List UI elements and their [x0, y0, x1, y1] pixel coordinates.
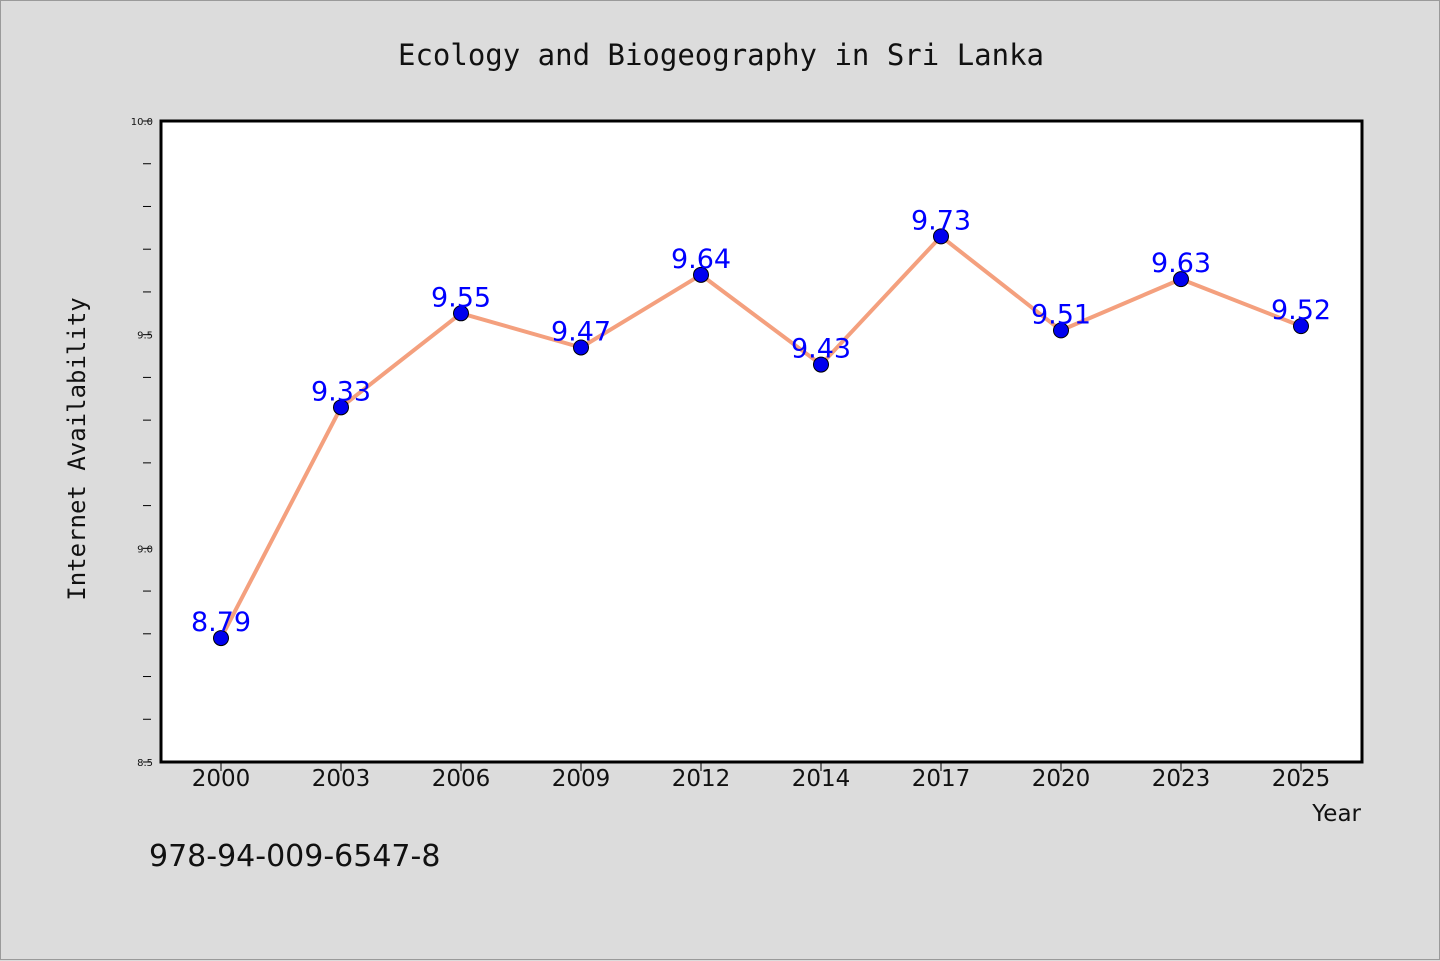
data-point [213, 630, 229, 647]
x-tick-label: 2014 [792, 766, 851, 792]
y-axis-label: Internet Availability [63, 297, 91, 600]
plot-area [159, 119, 1364, 764]
data-label: 9.63 [1151, 248, 1211, 279]
data-label: 9.52 [1271, 295, 1331, 326]
y-tick-label: 9.5 [137, 331, 153, 342]
x-tick-label: 2025 [1272, 766, 1331, 792]
data-point [933, 228, 949, 245]
data-labels: 8.79 9.33 9.55 9.47 9.64 9.43 9.73 9.51 9.63 9.52 [191, 205, 1331, 638]
isbn-text: 978-94-009-6547-8 [149, 839, 440, 874]
y-tick-label: 9.0 [137, 544, 153, 555]
x-tick-label: 2006 [432, 766, 491, 792]
y-tick-label: 8.5 [137, 758, 153, 769]
data-label: 8.79 [191, 607, 251, 638]
data-point [573, 339, 589, 356]
x-tick-label: 2009 [552, 766, 611, 792]
data-label: 9.33 [311, 376, 371, 407]
x-tick-label: 2000 [192, 766, 251, 792]
chart-title: Ecology and Biogeography in Sri Lanka [398, 38, 1044, 72]
x-tick-label: 2023 [1152, 766, 1211, 792]
data-point [1173, 271, 1189, 288]
x-axis-ticks: 2000 2003 2006 2009 2012 2014 2017 2020 2023 2025 [192, 763, 1331, 792]
x-tick-label: 2017 [912, 766, 971, 792]
x-tick-label: 2003 [312, 766, 371, 792]
x-tick-label: 2012 [672, 766, 731, 792]
data-label: 9.43 [791, 334, 851, 365]
data-point [1053, 322, 1069, 339]
data-point [813, 356, 829, 373]
data-points [213, 228, 1309, 647]
data-label: 9.64 [671, 244, 731, 275]
data-label: 9.55 [431, 282, 491, 313]
data-point [1293, 318, 1309, 335]
data-label: 9.47 [551, 316, 611, 347]
y-axis-ticks: 8.5 9.0 9.5 10.0 [131, 117, 153, 769]
series-line [219, 234, 1302, 639]
data-point [333, 399, 349, 416]
x-axis-label: Year [1311, 801, 1361, 827]
y-tick-label: 10.0 [131, 117, 153, 128]
x-tick-label: 2020 [1032, 766, 1091, 792]
data-label: 9.51 [1031, 299, 1091, 330]
data-point [693, 266, 709, 283]
data-point [453, 305, 469, 322]
data-label: 9.73 [911, 205, 971, 236]
